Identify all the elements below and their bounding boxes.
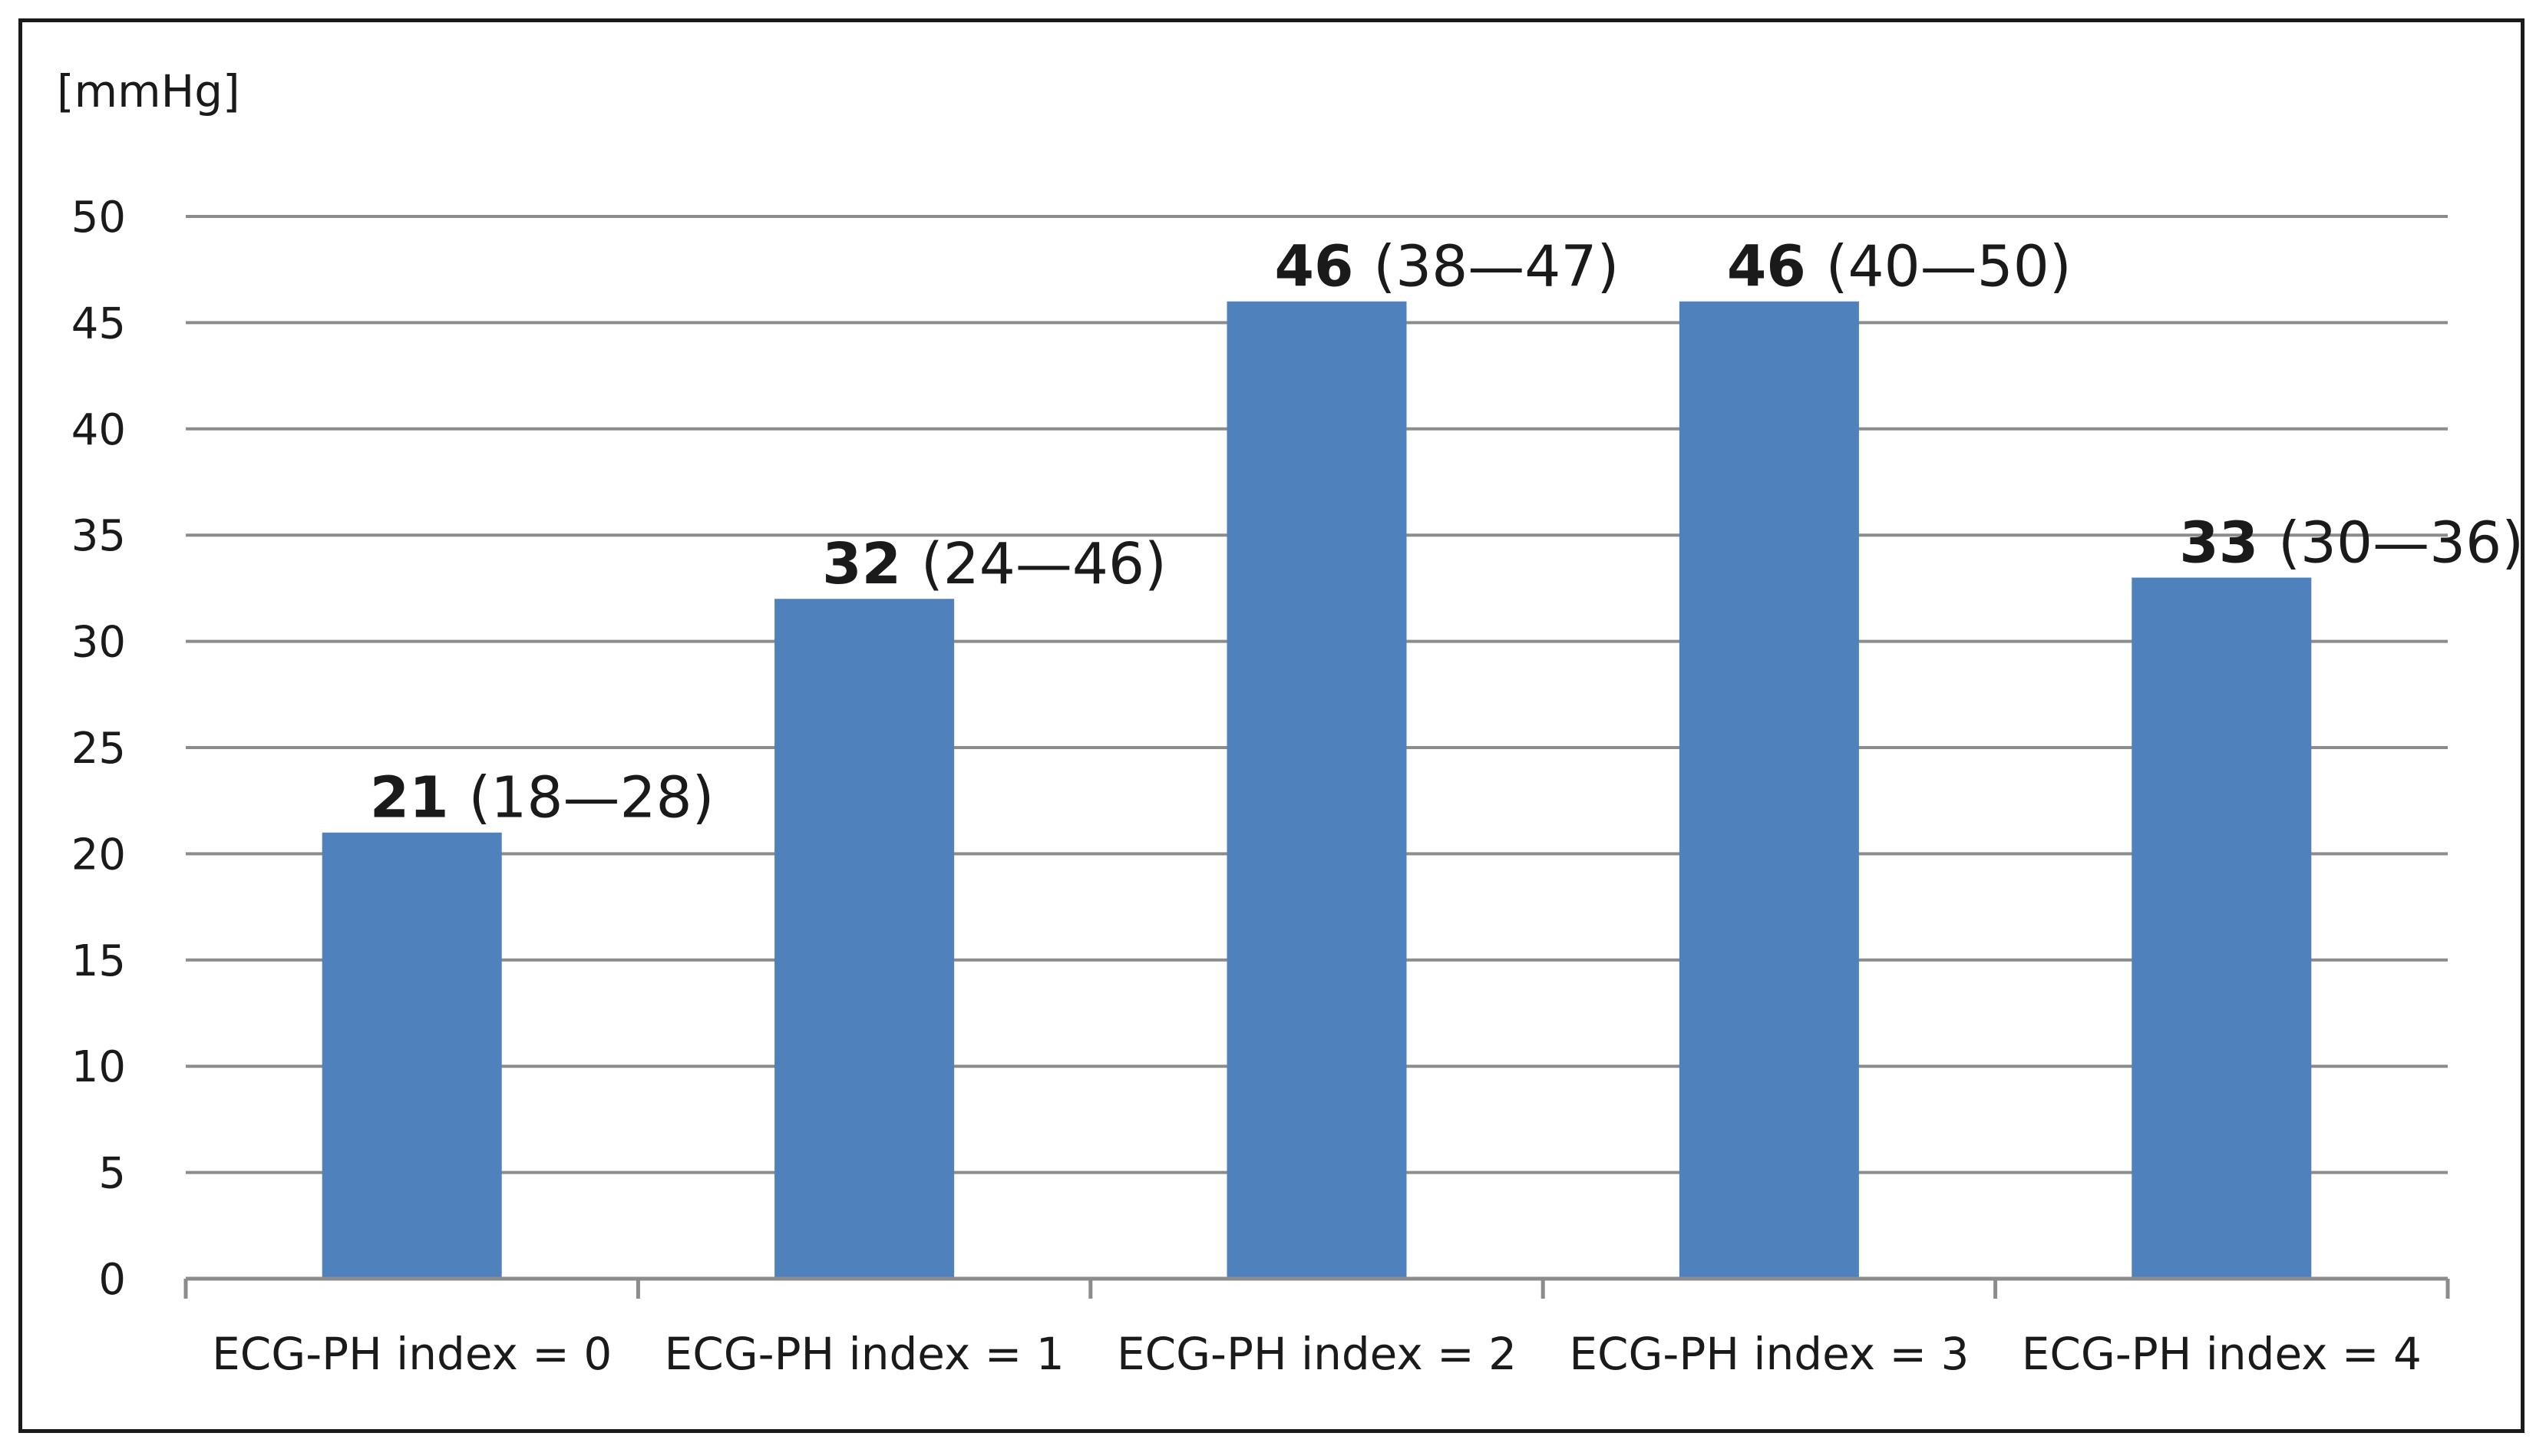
bar [1227,301,1407,1279]
x-axis [183,1276,2450,1299]
data-label: 33 (30—36) [2179,510,2521,576]
y-tick-label: 0 [98,1255,126,1305]
bar [322,832,502,1279]
y-tick-label: 25 [71,724,126,774]
y-tick-label: 50 [71,193,126,243]
data-label: 46 (38—47) [1275,234,1620,300]
bar [1679,301,1859,1279]
bar-chart: [mmHg] 0 5 10 15 20 25 30 35 40 45 50 21 (18—28) 32… [57,65,2521,1380]
data-label: 32 (24—46) [822,531,1167,597]
x-category-label: ECG-PH index = 1 [665,1328,1065,1380]
data-label: 46 (40—50) [1727,234,2072,300]
y-tick-label: 5 [98,1149,126,1199]
y-axis-unit-label: [mmHg] [57,65,240,117]
bars [322,301,2312,1279]
y-axis-ticks: 0 5 10 15 20 25 30 35 40 45 50 [71,193,126,1305]
data-labels: 21 (18—28) 32 (24—46) 46 (38—47) 46 (40—50)… [370,234,2521,831]
bar [774,599,955,1279]
y-tick-label: 45 [71,299,126,348]
y-tick-label: 15 [71,936,126,986]
y-tick-label: 20 [71,830,126,880]
x-category-label: ECG-PH index = 0 [212,1328,612,1380]
x-category-label: ECG-PH index = 3 [1569,1328,1969,1380]
x-category-label: ECG-PH index = 2 [1117,1328,1517,1380]
bar [2132,577,2312,1279]
y-tick-label: 35 [71,511,126,561]
y-tick-label: 10 [71,1042,126,1092]
y-tick-label: 40 [71,405,126,455]
category-labels: ECG-PH index = 0 ECG-PH index = 1 ECG-PH i… [212,1328,2422,1380]
data-label: 21 (18—28) [370,765,715,831]
y-tick-label: 30 [71,618,126,668]
x-category-label: ECG-PH index = 4 [2022,1328,2422,1380]
chart-frame: [mmHg] 0 5 10 15 20 25 30 35 40 45 50 21 (18—28) 32… [18,18,2525,1433]
